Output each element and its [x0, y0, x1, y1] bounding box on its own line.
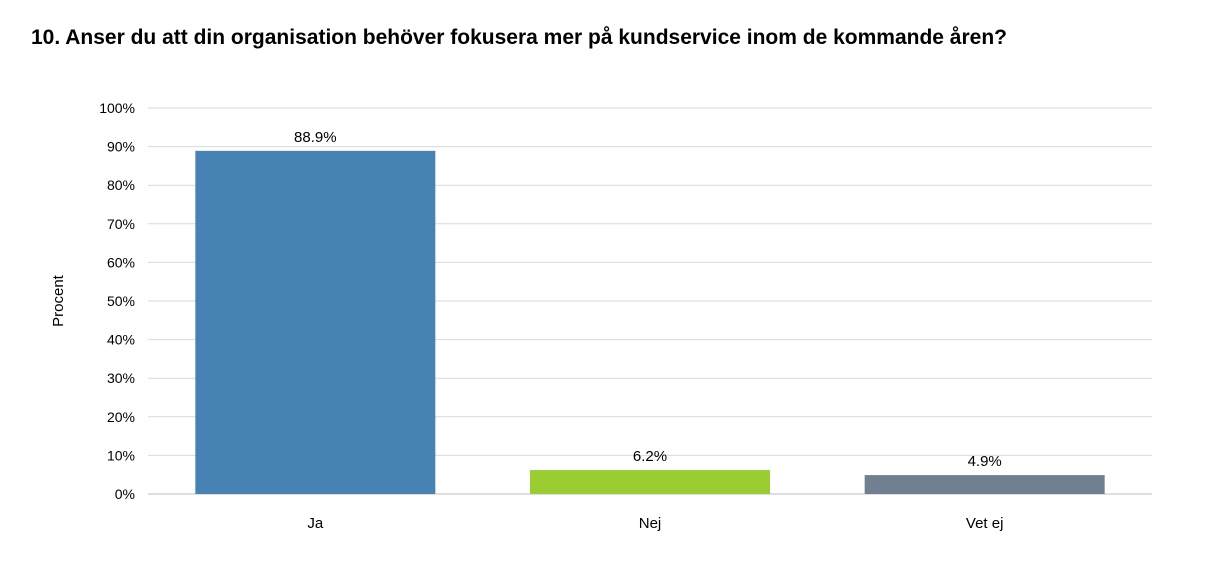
y-tick-label: 10%	[107, 447, 135, 463]
data-label: 88.9%	[294, 129, 337, 146]
y-tick-label: 30%	[107, 370, 135, 386]
y-tick-label: 50%	[107, 293, 135, 309]
y-tick-label: 90%	[107, 139, 135, 155]
y-tick-label: 40%	[107, 332, 135, 348]
chart-title: 10. Anser du att din organisation behöve…	[31, 26, 1007, 49]
x-category-label: Vet ej	[966, 515, 1004, 532]
x-category-label: Ja	[307, 515, 324, 532]
data-labels: 88.9% 6.2% 4.9%	[294, 129, 1002, 470]
bars	[195, 150, 1105, 494]
data-label: 6.2%	[633, 448, 667, 465]
y-tick-label: 100%	[99, 100, 135, 116]
y-axis-label: Procent	[50, 274, 67, 327]
y-tick-label: 80%	[107, 177, 135, 193]
y-tick-label: 60%	[107, 254, 135, 270]
x-axis-categories: Ja Nej Vet ej	[307, 515, 1003, 532]
bar-vet-ej	[864, 475, 1105, 494]
y-axis-ticks: 0% 10% 20% 30% 40% 50% 60% 70% 80% 90% 100%	[99, 100, 135, 502]
x-category-label: Nej	[639, 515, 662, 532]
y-tick-label: 70%	[107, 216, 135, 232]
data-label: 4.9%	[968, 453, 1002, 470]
y-tick-label: 0%	[115, 486, 135, 502]
bar-ja	[195, 150, 436, 494]
y-tick-label: 20%	[107, 409, 135, 425]
bar-nej	[530, 470, 770, 494]
